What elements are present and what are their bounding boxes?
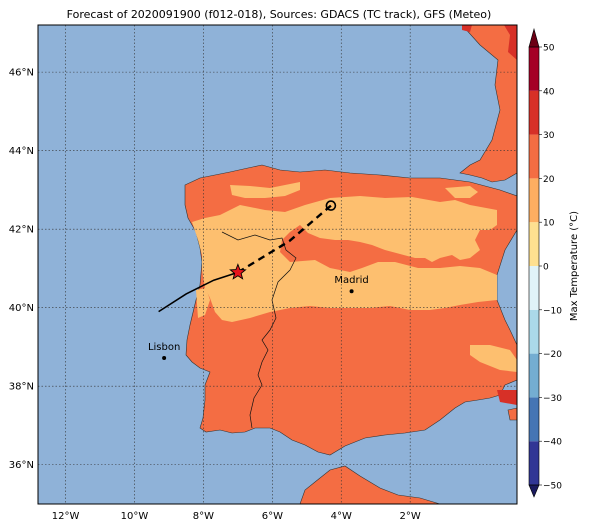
colorbar-tick-label-7: 20 <box>543 175 555 185</box>
storm-track <box>158 200 337 313</box>
colorbar-tick-label-10: 50 <box>543 44 555 54</box>
hot-band-france <box>462 25 472 32</box>
colorbar-segment-1 <box>529 397 539 442</box>
lat-tick-label-3: 42°N <box>9 225 34 236</box>
mild-east-patch <box>445 186 478 198</box>
graticule <box>38 25 517 504</box>
lon-tick-label-1: 10°W <box>121 511 149 522</box>
lon-tick-label-5: 2°W <box>400 511 421 522</box>
colorbar-tick-label-9: 40 <box>543 87 555 97</box>
city-label-1: Lisbon <box>148 342 180 353</box>
observed-track-line <box>158 271 239 313</box>
city-dot-1 <box>162 355 167 360</box>
balearic-islands <box>507 407 517 421</box>
lon-tick-label-2: 8°W <box>193 511 214 522</box>
colorbar-segment-5 <box>529 222 539 266</box>
lat-tick-label-4: 44°N <box>9 146 34 157</box>
colorbar-segment-8 <box>529 90 539 135</box>
forecast-end-circle-icon <box>325 200 337 211</box>
longitude-tick-labels: 12°W 10°W 8°W 6°W 4°W 2°W <box>52 511 421 522</box>
lon-tick-label-4: 4°W <box>331 511 352 522</box>
mild-interior-zone <box>192 196 497 322</box>
forecast-track-line <box>237 204 332 274</box>
colorbar-segment-3 <box>529 309 539 354</box>
mild-portugal-coast <box>196 288 210 318</box>
lon-tick-label-0: 12°W <box>52 511 80 522</box>
latitude-tick-labels: 36°N 38°N 40°N 42°N 44°N 46°N <box>9 68 34 472</box>
colorbar-tick-label-1: −40 <box>543 438 562 448</box>
city-markers: Madrid Lisbon <box>148 275 369 360</box>
lat-tick-label-5: 46°N <box>9 68 34 79</box>
mild-north-patch <box>230 182 300 198</box>
lon-tick-label-3: 6°W <box>262 511 283 522</box>
temperature-colorbar: −50 −40 −30 −20 −10 0 10 20 30 40 50 <box>528 27 562 498</box>
colorbar-tick-label-8: 30 <box>543 131 555 141</box>
france-land <box>459 25 517 183</box>
colorbar-tick-label-5: 0 <box>543 263 549 273</box>
colorbar-tick-label-2: −30 <box>543 394 562 404</box>
colorbar-tick-label-6: 10 <box>543 219 555 229</box>
city-label-0: Madrid <box>334 275 368 286</box>
colorbar-segment-2 <box>529 353 539 398</box>
lat-tick-label-0: 36°N <box>9 460 34 471</box>
city-dot-0 <box>349 289 354 294</box>
colorbar-extend-high <box>528 27 540 48</box>
colorbar-tick-label-4: −10 <box>543 306 562 316</box>
colorbar-extend-low <box>528 484 540 498</box>
colorbar-tick-label-3: −20 <box>543 350 562 360</box>
current-position-star-icon <box>229 263 247 280</box>
colorbar-segment-4 <box>529 266 539 310</box>
portugal-spain-border <box>221 231 297 429</box>
colorbar-tick-label-0: −50 <box>543 482 562 492</box>
colorbar-segment-0 <box>529 441 539 485</box>
lat-tick-label-2: 40°N <box>9 303 34 314</box>
hot-spot-east <box>497 390 517 405</box>
colorbar-segment-9 <box>529 47 539 91</box>
lat-tick-label-1: 38°N <box>9 382 34 393</box>
mild-southeast-coast <box>470 345 517 372</box>
colorbar-label: Max Temperature (°C) <box>569 211 580 321</box>
hot-band-france-east <box>504 25 517 60</box>
map-frame <box>37 24 518 505</box>
north-africa-land <box>299 465 441 504</box>
map-panel: Madrid Lisbon <box>38 25 517 504</box>
figure-title: Forecast of 2020091900 (f012-018), Sourc… <box>67 8 492 21</box>
colorbar-segment-6 <box>529 178 539 223</box>
colorbar-segment-7 <box>529 134 539 179</box>
